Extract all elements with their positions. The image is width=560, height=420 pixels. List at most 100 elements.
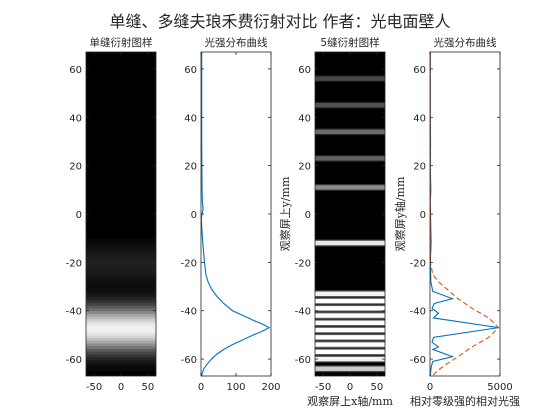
intensity-band [86,238,156,242]
fringe [315,306,385,311]
intensity-band [86,303,156,307]
intensity-band [86,305,156,310]
intensity-band [86,349,156,353]
intensity-band [86,262,156,266]
figure-title: 单缝、多缝夫琅禾费衍射对比 作者：光电面壁人 [109,12,450,31]
x-tick-label: 200 [261,382,280,393]
intensity-band [86,357,156,361]
fringe [315,129,385,134]
fringe [315,240,385,246]
y-tick-label: -60 [295,355,311,366]
x-tick-label: -50 [86,382,102,393]
intensity-band [86,338,156,342]
fringe [315,327,385,333]
y-tick-label: 20 [184,162,197,173]
y-tick-label: 40 [69,113,82,124]
x-tick-label: 5000 [487,382,512,393]
y-tick-label: 0 [420,210,426,221]
y-axis-label: 观察屏y轴/mm [393,176,407,251]
intensity-band [86,313,156,318]
axes-title: 光强分布曲线 [205,36,268,49]
intensity-band [86,292,156,296]
intensity-band [86,324,156,328]
axes-title: 单缝衍射图样 [90,36,153,49]
y-tick-label: -40 [181,307,197,318]
x-tick-label: -50 [315,382,331,393]
single-slit-intensity-axes: -60 -40 -20 0 20 40 60 0 100 200 光强分布曲线 [181,36,281,393]
intensity-band [86,311,156,315]
intensity-band [86,295,156,299]
series-line-0 [201,52,271,376]
intensity-band [86,346,156,350]
intensity-band [86,268,156,272]
x-tick-label: 0 [118,382,124,393]
y-tick-label: 40 [413,113,426,124]
y-tick-label: 0 [76,210,82,221]
intensity-band [86,327,156,331]
plot-background [430,52,500,376]
plot-background [201,52,271,376]
intensity-band [86,265,156,269]
intensity-band [86,284,156,288]
x-axis-label: 相对零级强的相对光强 [410,394,520,408]
x-tick-label: 0 [198,382,204,393]
y-tick-label: 20 [69,162,82,173]
y-tick-label: 60 [413,65,426,76]
intensity-band [86,276,156,280]
fringe [315,366,385,371]
axes-title: 5缝衍射图样 [320,36,379,49]
y-tick-label: 60 [184,65,197,76]
y-tick-label: 60 [298,65,311,76]
y-tick-label: -40 [295,307,311,318]
y-tick-label: 20 [413,162,426,173]
x-tick-label: 0 [427,382,433,393]
fringe [315,76,385,81]
intensity-band [86,330,156,334]
y-tick-label: -40 [410,307,426,318]
y-tick-label: -60 [410,355,426,366]
intensity-band [86,308,156,312]
y-tick-label: 20 [298,162,311,173]
fringe [315,185,385,190]
intensity-band [86,365,156,369]
intensity-band [86,322,156,326]
intensity-band [86,246,156,250]
fringe [315,335,385,340]
intensity-band [86,351,156,355]
y-tick-label: -40 [66,307,82,318]
intensity-band [86,319,156,323]
fringe [315,349,385,355]
x-tick-label: 0 [347,382,353,393]
fringe [315,320,385,326]
y-tick-label: -20 [295,258,311,269]
y-tick-label: 40 [184,113,197,124]
fringe [315,313,385,318]
intensity-band [86,286,156,291]
x-tick-label: 100 [226,382,245,393]
y-tick-label: -60 [181,355,197,366]
intensity-band [86,297,156,301]
fringe [315,342,385,347]
fringe [315,298,385,304]
intensity-band [86,273,156,277]
intensity-band [86,340,156,345]
intensity-band [86,289,156,293]
fringe [315,156,385,161]
intensity-band [86,354,156,358]
fringe [315,356,385,362]
y-tick-label: -20 [66,258,82,269]
intensity-band [86,254,156,258]
intensity-band [86,243,156,247]
series-line-0 [430,52,499,376]
y-tick-label: -20 [410,258,426,269]
intensity-band [86,359,156,364]
x-tick-label: 50 [142,382,155,393]
axes-title: 光强分布曲线 [434,36,497,49]
fringe [315,291,385,296]
y-tick-label: -60 [66,355,82,366]
fringe [315,102,385,108]
y-tick-label: -20 [181,258,197,269]
intensity-band [86,278,156,283]
y-tick-label: 40 [298,113,311,124]
